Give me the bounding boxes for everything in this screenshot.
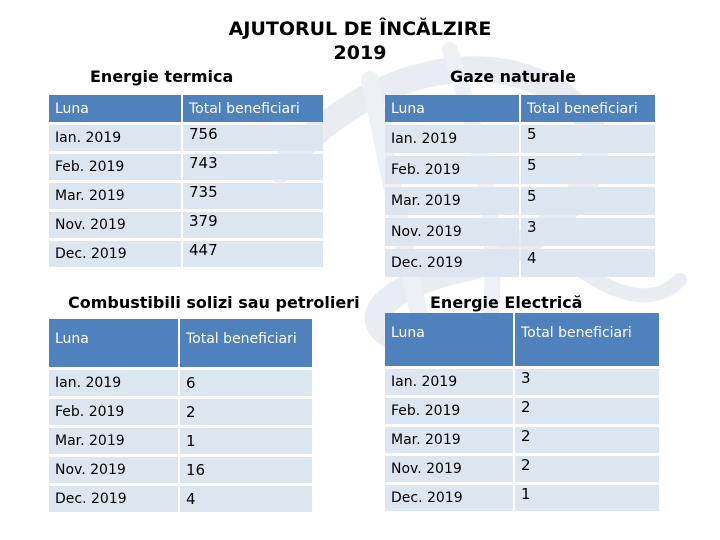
- table-row: Mar. 2019 5: [385, 187, 655, 215]
- table-header-row: Luna Total beneficiari: [49, 319, 312, 367]
- cell-luna: Dec. 2019: [49, 486, 178, 512]
- cell-luna: Mar. 2019: [385, 187, 519, 215]
- table-row: Mar. 2019 735: [49, 183, 323, 209]
- table-row: Nov. 2019 379: [49, 212, 323, 238]
- column-header-total: Total beneficiari: [521, 95, 655, 122]
- cell-total: 2: [515, 398, 659, 424]
- table-header-row: Luna Total beneficiari: [385, 95, 655, 122]
- table-row: Dec. 2019 1: [385, 485, 659, 511]
- cell-luna: Ian. 2019: [49, 370, 178, 396]
- cell-total: 1: [515, 485, 659, 511]
- cell-total: 379: [183, 212, 323, 238]
- table-row: Dec. 2019 4: [385, 249, 655, 277]
- cell-total: 4: [180, 486, 312, 512]
- cell-luna: Dec. 2019: [49, 241, 181, 267]
- table-row: Feb. 2019 5: [385, 156, 655, 184]
- cell-luna: Ian. 2019: [385, 369, 513, 395]
- cell-luna: Dec. 2019: [385, 249, 519, 277]
- cell-total: 16: [180, 457, 312, 483]
- cell-luna: Nov. 2019: [49, 212, 181, 238]
- column-header-luna: Luna: [49, 319, 178, 367]
- cell-total: 735: [183, 183, 323, 209]
- table-gaze-naturale: Luna Total beneficiari Ian. 2019 5 Feb. …: [383, 92, 657, 280]
- page-title: AJUTORUL DE ÎNCĂLZIRE 2019: [200, 17, 520, 65]
- table-energie-electrica: Luna Total beneficiari Ian. 2019 3 Feb. …: [383, 310, 661, 514]
- column-header-luna: Luna: [385, 95, 519, 122]
- cell-total: 5: [521, 187, 655, 215]
- heading-energie-electrica: Energie Electrică: [430, 293, 583, 312]
- column-header-total: Total beneficiari: [183, 95, 323, 122]
- table-row: Ian. 2019 3: [385, 369, 659, 395]
- table-row: Nov. 2019 2: [385, 456, 659, 482]
- heading-energie-termica: Energie termica: [90, 67, 234, 86]
- cell-total: 743: [183, 154, 323, 180]
- heading-gaze-naturale: Gaze naturale: [450, 67, 576, 86]
- table-row: Ian. 2019 6: [49, 370, 312, 396]
- cell-total: 2: [180, 399, 312, 425]
- heading-combustibili: Combustibili solizi sau petrolieri: [68, 293, 360, 312]
- table-row: Dec. 2019 4: [49, 486, 312, 512]
- cell-luna: Mar. 2019: [49, 428, 178, 454]
- column-header-luna: Luna: [49, 95, 181, 122]
- cell-luna: Feb. 2019: [49, 154, 181, 180]
- cell-total: 2: [515, 456, 659, 482]
- cell-luna: Ian. 2019: [49, 125, 181, 151]
- column-header-total: Total beneficiari: [515, 313, 659, 366]
- cell-luna: Mar. 2019: [385, 427, 513, 453]
- cell-total: 1: [180, 428, 312, 454]
- cell-total: 4: [521, 249, 655, 277]
- table-row: Nov. 2019 16: [49, 457, 312, 483]
- table-row: Feb. 2019 2: [385, 398, 659, 424]
- cell-luna: Nov. 2019: [385, 456, 513, 482]
- cell-luna: Nov. 2019: [385, 218, 519, 246]
- cell-total: 2: [515, 427, 659, 453]
- table-header-row: Luna Total beneficiari: [49, 95, 323, 122]
- cell-total: 3: [521, 218, 655, 246]
- table-row: Feb. 2019 743: [49, 154, 323, 180]
- cell-total: 447: [183, 241, 323, 267]
- table-row: Mar. 2019 1: [49, 428, 312, 454]
- table-row: Mar. 2019 2: [385, 427, 659, 453]
- cell-total: 6: [180, 370, 312, 396]
- table-energie-termica: Luna Total beneficiari Ian. 2019 756 Feb…: [47, 92, 325, 270]
- table-row: Nov. 2019 3: [385, 218, 655, 246]
- cell-luna: Nov. 2019: [49, 457, 178, 483]
- cell-total: 5: [521, 125, 655, 153]
- cell-total: 3: [515, 369, 659, 395]
- cell-luna: Mar. 2019: [49, 183, 181, 209]
- table-combustibili: Luna Total beneficiari Ian. 2019 6 Feb. …: [47, 316, 314, 515]
- page-title-year: 2019: [333, 42, 387, 64]
- table-row: Feb. 2019 2: [49, 399, 312, 425]
- cell-luna: Dec. 2019: [385, 485, 513, 511]
- page-title-line1: AJUTORUL DE ÎNCĂLZIRE: [228, 18, 492, 40]
- table-row: Ian. 2019 5: [385, 125, 655, 153]
- cell-total: 756: [183, 125, 323, 151]
- cell-luna: Feb. 2019: [385, 398, 513, 424]
- table-row: Dec. 2019 447: [49, 241, 323, 267]
- cell-luna: Ian. 2019: [385, 125, 519, 153]
- cell-luna: Feb. 2019: [49, 399, 178, 425]
- column-header-total: Total beneficiari: [180, 319, 312, 367]
- table-row: Ian. 2019 756: [49, 125, 323, 151]
- column-header-luna: Luna: [385, 313, 513, 366]
- table-header-row: Luna Total beneficiari: [385, 313, 659, 366]
- cell-total: 5: [521, 156, 655, 184]
- cell-luna: Feb. 2019: [385, 156, 519, 184]
